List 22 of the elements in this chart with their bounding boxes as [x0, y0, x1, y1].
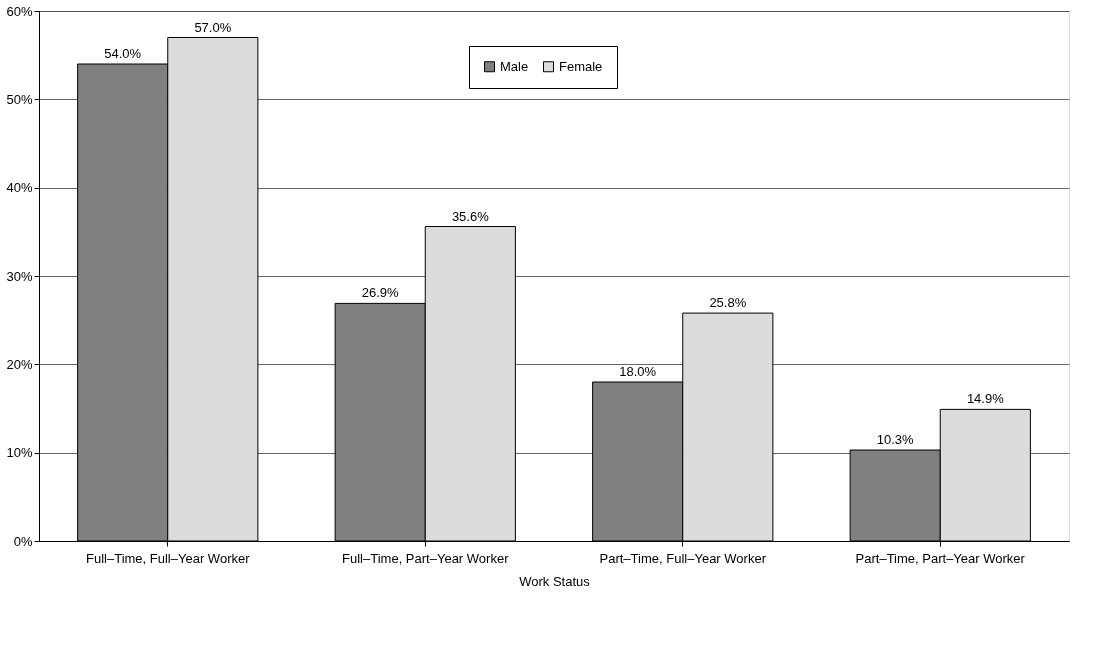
data-label: 57.0%: [194, 19, 232, 35]
data-label: 26.9%: [361, 285, 400, 301]
data-label: 14.9%: [966, 391, 1005, 407]
y-tick-label: 20%: [6, 356, 33, 372]
x-tick-label: Full–Time, Part–Year Worker: [342, 550, 510, 566]
data-label: 54.0%: [104, 46, 142, 61]
x-axis-title: Work Status: [519, 573, 591, 589]
y-tick-label: 60%: [6, 3, 33, 19]
y-tick-label: 0%: [13, 533, 33, 549]
data-label: 25.8%: [709, 295, 747, 311]
x-tick-label: Full–Time, Full–Year Worker: [85, 550, 251, 566]
legend-label: Female: [559, 58, 603, 74]
y-tick-label: 50%: [6, 91, 33, 107]
legend-label: Male: [500, 58, 529, 74]
y-tick-label: 30%: [6, 268, 33, 284]
x-tick-label: Part–Time, Full–Year Worker: [599, 550, 767, 566]
y-tick-label: 40%: [6, 180, 33, 196]
x-tick-label: Part–Time, Part–Year Worker: [855, 550, 1026, 566]
y-tick-label: 10%: [6, 445, 33, 461]
data-label: 35.6%: [451, 208, 490, 224]
data-label: 10.3%: [876, 432, 915, 448]
data-label: 18.0%: [619, 364, 657, 379]
